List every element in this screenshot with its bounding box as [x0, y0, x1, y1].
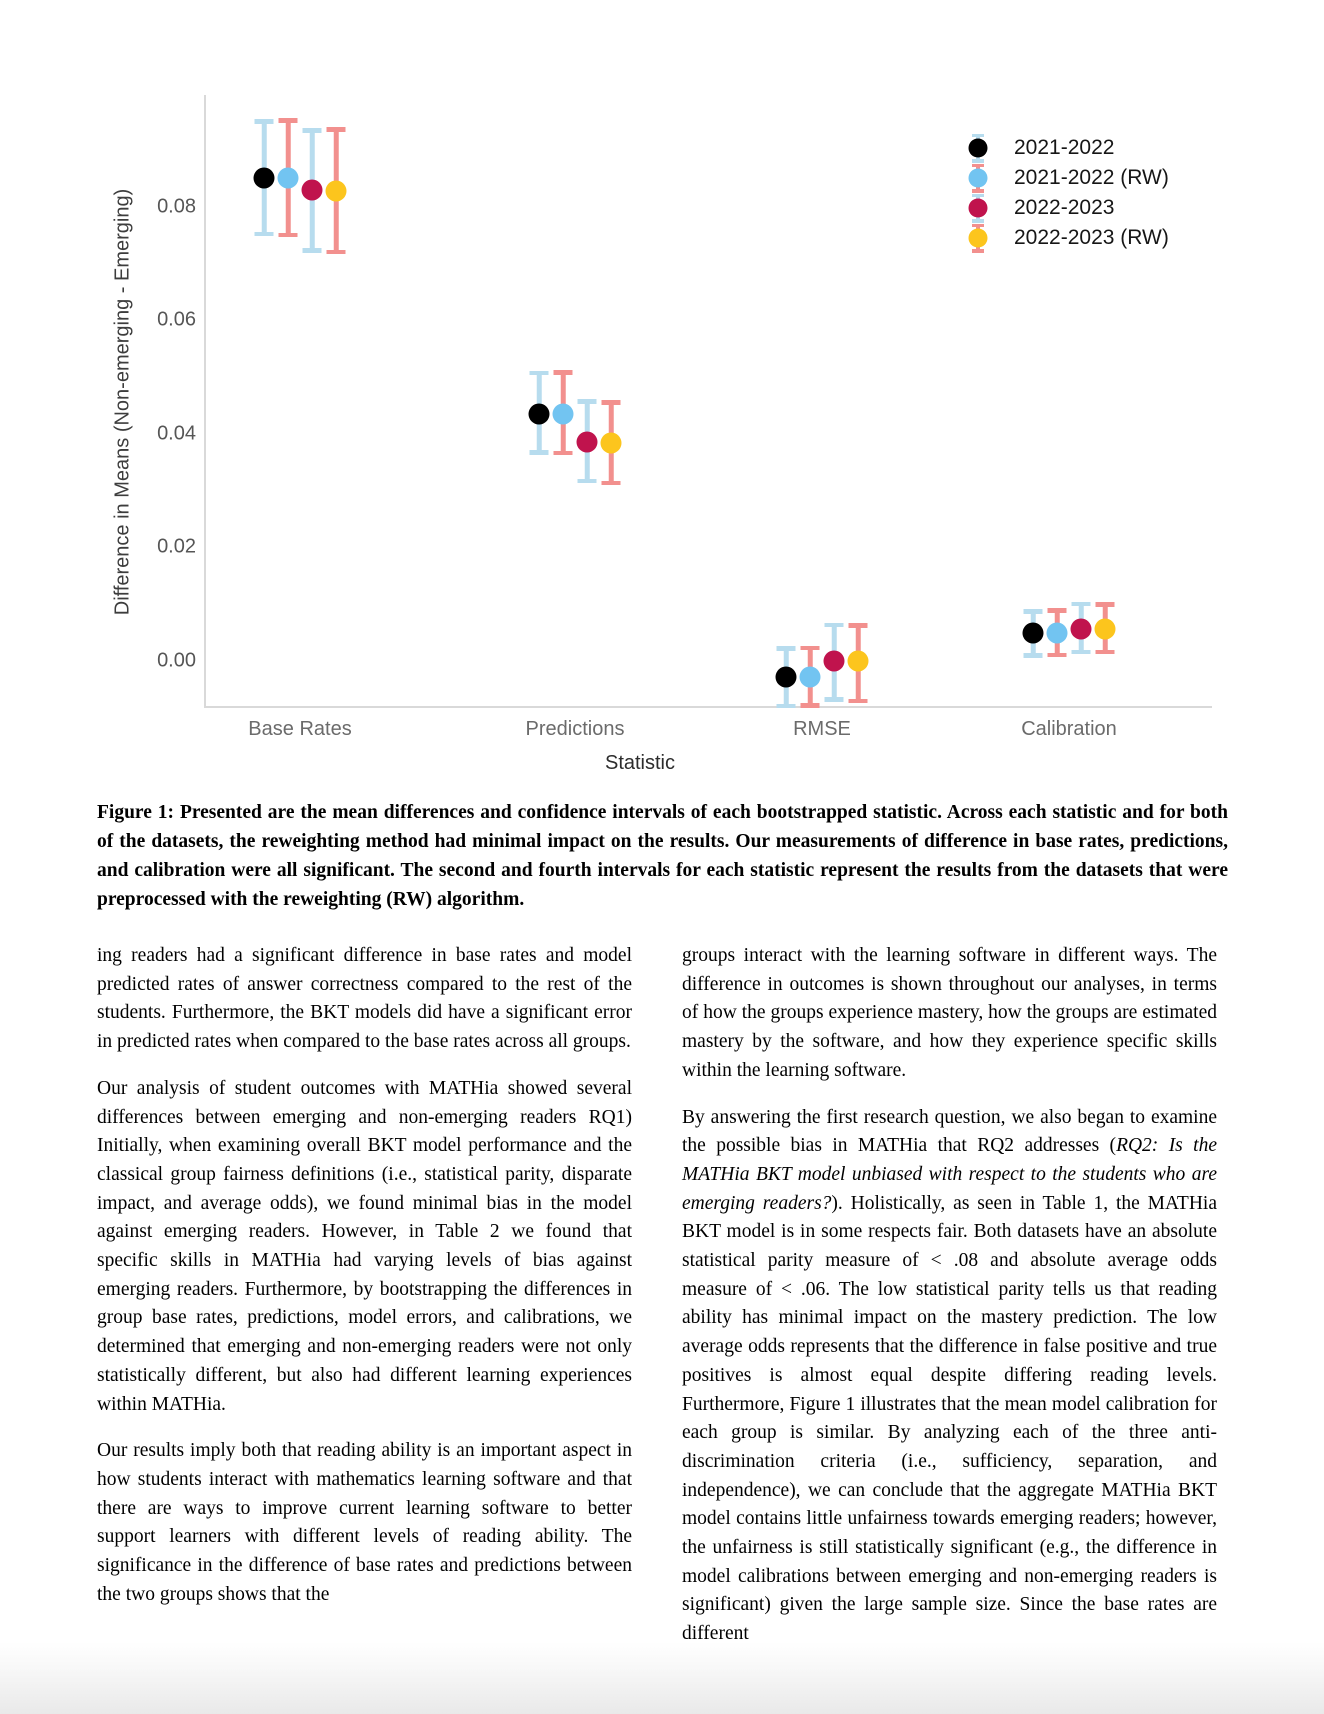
mean-point-2021-2022rw — [552, 403, 574, 425]
error-bar-bottom-cap — [1095, 649, 1115, 655]
body-paragraph: Our analysis of student outcomes with MA… — [97, 1075, 632, 1419]
error-bar-bottom-cap — [278, 232, 298, 238]
error-bar-top-cap — [254, 119, 274, 124]
error-bar-bottom-cap — [302, 248, 322, 253]
legend-label: 2022-2023 (RW) — [1014, 226, 1169, 249]
error-bar-top-cap — [1095, 602, 1115, 607]
y-tick-label: 0.00 — [157, 649, 196, 671]
error-bar-top-cap — [848, 623, 868, 628]
mean-point-2022-2023 — [576, 431, 598, 453]
text: ing readers had a significant difference… — [97, 945, 632, 1053]
error-bar-top-cap — [601, 400, 621, 405]
legend-dot — [968, 228, 988, 248]
legend-label: 2021-2022 — [1014, 136, 1115, 159]
error-bar-bottom-cap — [848, 698, 868, 704]
text: Our analysis of student outcomes with MA… — [97, 1077, 632, 1415]
error-bar-bottom-cap — [1071, 649, 1091, 655]
legend-marker-cap — [972, 189, 984, 193]
error-bar-top-cap — [302, 128, 322, 133]
legend-marker-cap — [972, 249, 984, 253]
body-paragraph: groups interact with the learning softwa… — [682, 942, 1217, 1086]
x-axis-title: Statistic — [604, 752, 676, 774]
legend-dot — [968, 168, 988, 188]
mean-point-2021-2022rw — [277, 167, 299, 189]
legend-marker-cap — [972, 133, 984, 137]
legend-dot — [968, 138, 988, 158]
x-axis-line — [204, 706, 1212, 708]
legend-marker-cap — [972, 163, 984, 167]
error-bar-top-cap — [776, 646, 796, 651]
error-bar-bottom-cap — [824, 697, 844, 702]
legend-label: 2021-2022 (RW) — [1014, 166, 1169, 189]
y-tick-label: 0.06 — [157, 308, 196, 331]
legend-marker-cap — [972, 193, 984, 197]
legend-dot — [968, 198, 988, 218]
body-right-column: groups interact with the learning softwa… — [682, 942, 1217, 1667]
y-axis-line — [204, 95, 206, 708]
mean-point-2022-2023 — [301, 179, 323, 201]
text: groups interact with the learning softwa… — [682, 945, 1217, 1081]
error-bar-top-cap — [553, 370, 573, 375]
error-bar-top-cap — [1047, 608, 1067, 613]
y-tick-label: 0.08 — [157, 195, 196, 218]
error-bar-top-cap — [577, 399, 597, 404]
text: ). Holistically, as seen in Table 1, the… — [682, 1192, 1217, 1645]
legend-marker-cap — [972, 223, 984, 227]
figure-1-chart: Difference in Means (Non-emerging - Emer… — [0, 0, 1324, 790]
mean-point-2022-2023 — [823, 650, 845, 671]
legend-marker-cap — [972, 159, 984, 163]
error-bar-top-cap — [1023, 609, 1043, 614]
body-paragraph: By answering the first research question… — [682, 1104, 1217, 1649]
legend-label: 2022-2023 — [1014, 196, 1115, 219]
body-paragraph: Our results imply both that reading abil… — [97, 1437, 632, 1609]
mean-point-2021-2022 — [775, 666, 797, 688]
error-bar-top-cap — [1071, 601, 1091, 607]
error-bar-bottom-cap — [800, 703, 820, 708]
y-tick-label: 0.04 — [157, 422, 196, 445]
x-category-label: Predictions — [525, 718, 625, 740]
error-bar-bottom-cap — [577, 478, 597, 484]
text: By answering the first research question… — [682, 1106, 1217, 1157]
error-bar-top-cap — [278, 118, 298, 123]
text: Our results imply both that reading abil… — [97, 1440, 632, 1605]
error-bar-top-cap — [824, 622, 844, 627]
error-bar-bottom-cap — [553, 450, 573, 456]
error-bar-bottom-cap — [326, 249, 346, 255]
mean-point-2021-2022rw — [1046, 622, 1068, 644]
error-bar-top-cap — [326, 127, 346, 132]
mean-point-2022-2023rw — [600, 432, 622, 454]
x-category-label: Base Rates — [248, 718, 352, 740]
page-bottom-shadow — [0, 1642, 1324, 1714]
body-left-column: ing readers had a significant difference… — [97, 942, 632, 1627]
body-paragraph: ing readers had a significant difference… — [97, 942, 632, 1057]
error-bar-top-cap — [529, 370, 549, 376]
x-category-label: Calibration — [1021, 718, 1117, 740]
error-bar-bottom-cap — [529, 450, 549, 455]
error-bar-bottom-cap — [776, 703, 796, 709]
mean-point-2021-2022 — [1022, 622, 1044, 644]
mean-point-2021-2022rw — [799, 666, 821, 688]
error-bar-bottom-cap — [254, 231, 274, 237]
error-bar-bottom-cap — [601, 480, 621, 486]
figure-caption: Figure 1: Presented are the mean differe… — [97, 802, 1228, 910]
mean-point-2021-2022 — [253, 167, 275, 189]
y-tick-label: 0.02 — [157, 535, 196, 558]
mean-point-2021-2022 — [528, 403, 550, 425]
legend-marker-cap — [972, 219, 984, 223]
mean-point-2022-2023rw — [1094, 618, 1116, 640]
x-category-label: RMSE — [793, 718, 851, 740]
italic-text: RQ2: Is the MATHia BKT model unbiased wi… — [682, 1135, 1217, 1214]
mean-point-2022-2023rw — [847, 650, 869, 672]
error-bar-bottom-cap — [1047, 652, 1067, 658]
error-bar-top-cap — [800, 645, 820, 651]
error-bar-bottom-cap — [1023, 653, 1043, 658]
mean-point-2022-2023rw — [325, 180, 347, 202]
mean-point-2022-2023 — [1070, 618, 1092, 640]
